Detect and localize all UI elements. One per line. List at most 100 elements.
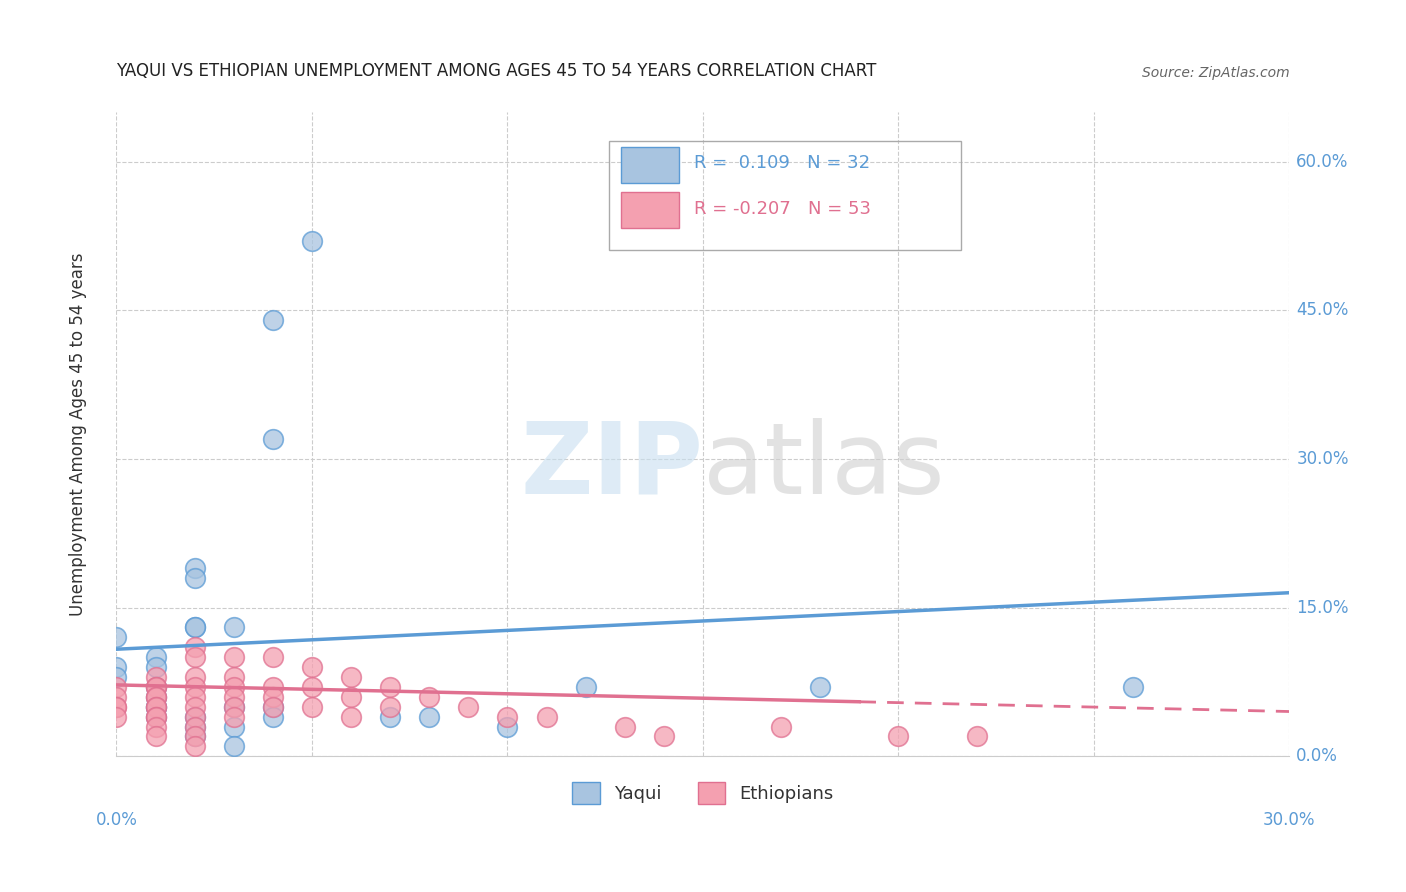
- Point: [145, 730, 167, 744]
- Point: [457, 699, 479, 714]
- Point: [105, 699, 128, 714]
- Point: [418, 709, 440, 723]
- Point: [222, 699, 245, 714]
- Point: [183, 709, 205, 723]
- Point: [105, 680, 128, 694]
- Text: ZIP: ZIP: [520, 417, 703, 515]
- Point: [340, 670, 363, 684]
- Point: [262, 313, 284, 327]
- Point: [301, 680, 323, 694]
- Text: R = -0.207   N = 53: R = -0.207 N = 53: [693, 200, 870, 218]
- Text: Unemployment Among Ages 45 to 54 years: Unemployment Among Ages 45 to 54 years: [69, 252, 87, 615]
- Point: [222, 670, 245, 684]
- Point: [222, 709, 245, 723]
- Point: [145, 690, 167, 704]
- Point: [145, 650, 167, 665]
- Point: [262, 699, 284, 714]
- FancyBboxPatch shape: [621, 193, 679, 228]
- Point: [145, 699, 167, 714]
- Text: 30.0%: 30.0%: [1263, 811, 1316, 829]
- Point: [145, 690, 167, 704]
- Point: [105, 699, 128, 714]
- Point: [652, 730, 675, 744]
- Point: [262, 709, 284, 723]
- Point: [378, 680, 401, 694]
- Point: [496, 720, 519, 734]
- Point: [105, 709, 128, 723]
- Point: [183, 690, 205, 704]
- Point: [145, 709, 167, 723]
- Point: [183, 680, 205, 694]
- Point: [340, 690, 363, 704]
- Point: [183, 670, 205, 684]
- Point: [183, 699, 205, 714]
- Point: [340, 709, 363, 723]
- Point: [378, 699, 401, 714]
- Point: [183, 650, 205, 665]
- Text: 45.0%: 45.0%: [1296, 301, 1348, 319]
- Point: [145, 699, 167, 714]
- Point: [613, 720, 636, 734]
- Text: atlas: atlas: [703, 417, 945, 515]
- Text: 30.0%: 30.0%: [1296, 450, 1348, 468]
- Point: [222, 739, 245, 754]
- Point: [536, 709, 558, 723]
- Point: [105, 670, 128, 684]
- Point: [183, 730, 205, 744]
- Point: [145, 670, 167, 684]
- Point: [222, 720, 245, 734]
- Point: [770, 720, 793, 734]
- Point: [262, 690, 284, 704]
- Point: [145, 709, 167, 723]
- Point: [808, 680, 831, 694]
- Point: [966, 730, 988, 744]
- Point: [301, 234, 323, 248]
- Text: 60.0%: 60.0%: [1296, 153, 1348, 170]
- Text: R =  0.109   N = 32: R = 0.109 N = 32: [693, 154, 870, 172]
- Text: Source: ZipAtlas.com: Source: ZipAtlas.com: [1142, 66, 1289, 79]
- Point: [145, 680, 167, 694]
- Point: [575, 680, 598, 694]
- Point: [418, 690, 440, 704]
- Point: [301, 699, 323, 714]
- Point: [262, 680, 284, 694]
- Point: [262, 650, 284, 665]
- Point: [183, 571, 205, 585]
- Point: [145, 699, 167, 714]
- FancyBboxPatch shape: [621, 147, 679, 183]
- Point: [887, 730, 910, 744]
- Point: [145, 680, 167, 694]
- Point: [145, 680, 167, 694]
- Point: [301, 660, 323, 674]
- Point: [183, 739, 205, 754]
- Point: [145, 720, 167, 734]
- Point: [222, 650, 245, 665]
- Point: [378, 709, 401, 723]
- Text: 15.0%: 15.0%: [1296, 599, 1348, 616]
- Point: [222, 680, 245, 694]
- Point: [183, 720, 205, 734]
- Text: 0.0%: 0.0%: [96, 811, 138, 829]
- Text: 0.0%: 0.0%: [1296, 747, 1339, 765]
- Point: [496, 709, 519, 723]
- Point: [222, 620, 245, 634]
- Point: [222, 690, 245, 704]
- Point: [183, 709, 205, 723]
- Point: [262, 432, 284, 446]
- Point: [105, 630, 128, 644]
- Point: [145, 660, 167, 674]
- Point: [145, 690, 167, 704]
- Point: [145, 699, 167, 714]
- Point: [262, 699, 284, 714]
- Point: [183, 620, 205, 634]
- Point: [183, 620, 205, 634]
- Point: [105, 660, 128, 674]
- Point: [183, 730, 205, 744]
- Text: YAQUI VS ETHIOPIAN UNEMPLOYMENT AMONG AGES 45 TO 54 YEARS CORRELATION CHART: YAQUI VS ETHIOPIAN UNEMPLOYMENT AMONG AG…: [117, 62, 877, 79]
- Legend: Yaqui, Ethiopians: Yaqui, Ethiopians: [565, 775, 841, 812]
- Point: [145, 709, 167, 723]
- Point: [1122, 680, 1144, 694]
- Point: [105, 690, 128, 704]
- Point: [183, 561, 205, 575]
- Point: [183, 720, 205, 734]
